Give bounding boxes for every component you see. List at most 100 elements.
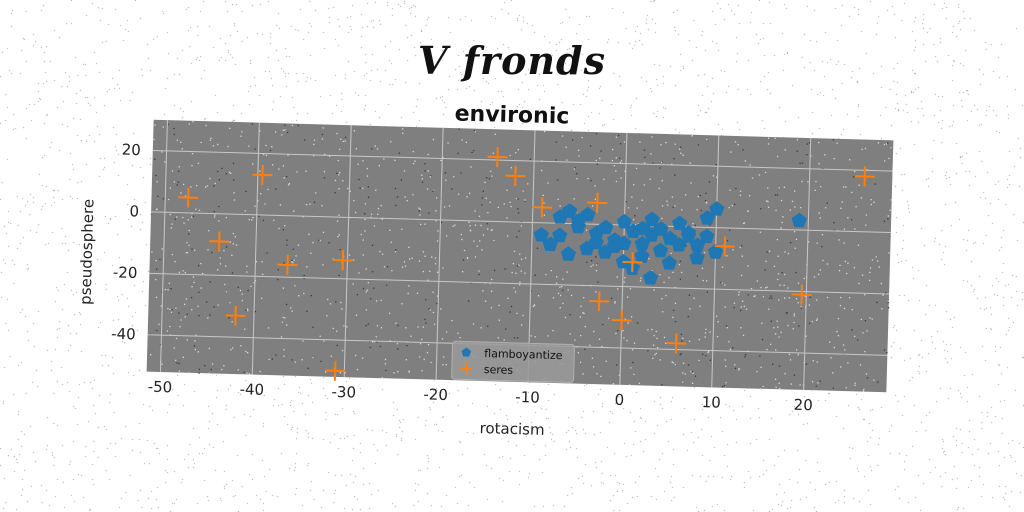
noise-dot — [779, 284, 781, 286]
point-flamboyantize — [560, 246, 577, 261]
noise-dot — [700, 209, 702, 212]
noise-dot — [767, 206, 770, 208]
noise-dot — [843, 186, 845, 188]
noise-dot — [564, 316, 567, 319]
noise-dot — [185, 298, 188, 300]
noise-dot — [198, 209, 201, 211]
noise-dot — [241, 131, 243, 133]
noise-dot — [306, 266, 308, 268]
figure-suptitle: V fronds — [417, 38, 607, 83]
x-tick-label: -10 — [515, 388, 540, 407]
noise-dot — [457, 332, 459, 334]
noise-dot — [234, 236, 236, 238]
noise-dot — [670, 252, 672, 255]
noise-dot — [303, 277, 305, 280]
noise-dot — [167, 123, 169, 126]
noise-dot — [487, 325, 489, 327]
noise-dot — [612, 383, 615, 385]
noise-dot — [223, 365, 225, 367]
noise-dot — [631, 196, 633, 198]
noise-dot — [503, 203, 505, 205]
noise-dot — [851, 329, 853, 331]
noise-dot — [717, 321, 719, 323]
noise-dot — [650, 153, 652, 155]
noise-dot — [655, 352, 657, 355]
noise-dot — [595, 291, 597, 293]
noise-dot — [739, 194, 742, 197]
noise-dot — [174, 260, 176, 263]
noise-dot — [473, 130, 476, 132]
noise-dot — [534, 304, 536, 307]
noise-dot — [811, 320, 813, 323]
noise-dot — [377, 207, 380, 210]
noise-dot — [704, 336, 706, 338]
noise-dot — [585, 229, 588, 231]
noise-dot — [225, 246, 228, 248]
noise-dot — [566, 271, 568, 273]
noise-dot — [442, 364, 444, 366]
noise-dot — [673, 309, 675, 312]
noise-dot — [396, 343, 399, 345]
noise-dot — [633, 373, 635, 376]
noise-dot — [870, 203, 873, 206]
noise-dot — [190, 216, 193, 218]
point-seres — [209, 231, 230, 252]
noise-dot — [699, 305, 701, 307]
noise-dot — [424, 318, 426, 321]
noise-dot — [562, 302, 564, 305]
noise-dot — [362, 254, 364, 256]
noise-dot — [542, 194, 544, 197]
noise-dot — [419, 214, 421, 216]
noise-dot — [309, 203, 311, 205]
noise-dot — [302, 340, 304, 342]
noise-dot — [453, 176, 455, 178]
noise-dot — [674, 174, 676, 176]
noise-dot — [627, 207, 630, 209]
noise-dot — [519, 253, 521, 255]
noise-dot — [603, 178, 605, 181]
noise-dot — [674, 302, 677, 304]
noise-dot — [217, 304, 219, 306]
noise-dot — [685, 194, 687, 196]
noise-dot — [787, 287, 789, 289]
noise-dot — [452, 225, 454, 228]
noise-dot — [457, 152, 459, 155]
noise-dot — [173, 127, 175, 130]
noise-dot — [503, 339, 505, 341]
noise-dot — [303, 292, 305, 295]
noise-dot — [468, 221, 470, 223]
noise-dot — [273, 219, 275, 222]
noise-dot — [767, 143, 770, 145]
noise-dot — [338, 148, 341, 151]
noise-dot — [180, 319, 182, 321]
noise-dot — [838, 239, 840, 241]
noise-dot — [491, 278, 493, 281]
noise-dot — [890, 199, 893, 201]
noise-dot — [520, 258, 523, 260]
noise-dot — [555, 141, 558, 143]
noise-dot — [233, 199, 236, 201]
noise-dot — [692, 372, 694, 374]
noise-dot — [750, 287, 753, 290]
noise-dot — [344, 136, 347, 139]
noise-dot — [880, 282, 882, 285]
noise-dot — [781, 221, 783, 224]
noise-dot — [170, 311, 173, 313]
noise-dot — [656, 346, 659, 349]
noise-dot — [416, 292, 419, 294]
noise-dot — [216, 170, 219, 173]
noise-dot — [857, 339, 859, 341]
noise-dot — [262, 153, 265, 156]
noise-dot — [634, 215, 636, 217]
noise-dot — [600, 150, 602, 152]
noise-dot — [751, 177, 754, 179]
noise-dot — [405, 359, 408, 361]
plot-background — [146, 119, 894, 393]
noise-dot — [274, 131, 277, 133]
noise-dot — [610, 297, 613, 300]
noise-dot — [364, 213, 366, 215]
noise-dot — [552, 297, 555, 299]
noise-dot — [678, 148, 681, 150]
noise-dot — [776, 326, 779, 328]
